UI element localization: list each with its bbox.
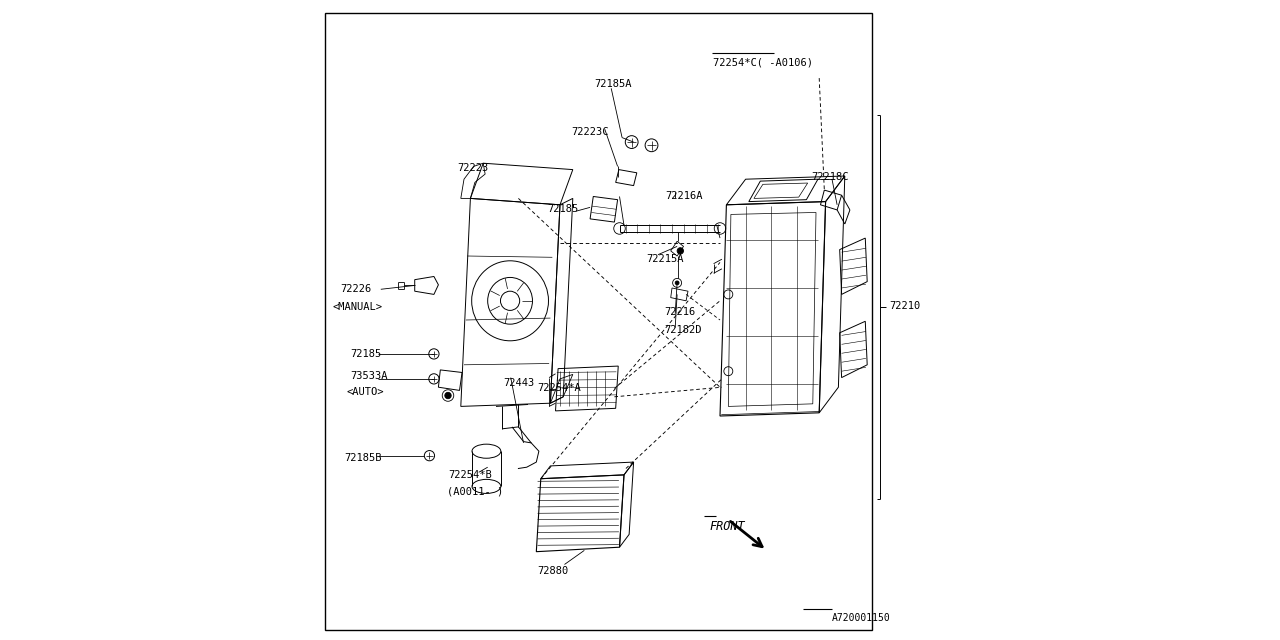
Text: 72215A: 72215A [646,254,684,264]
Text: 72254*A: 72254*A [538,383,581,394]
Text: 72443: 72443 [503,378,534,388]
Circle shape [677,248,684,254]
Text: FRONT: FRONT [709,520,745,532]
Circle shape [676,281,678,285]
Text: 72185B: 72185B [344,452,381,463]
Circle shape [445,392,452,399]
Text: <MANUAL>: <MANUAL> [333,301,383,312]
Text: <AUTO>: <AUTO> [347,387,384,397]
Text: 72226: 72226 [340,284,371,294]
Text: (A0011- ): (A0011- ) [447,486,503,497]
Text: A720001150: A720001150 [832,612,891,623]
Text: 72185A: 72185A [594,79,631,90]
Text: 72254*B: 72254*B [448,470,492,480]
Text: 72880: 72880 [538,566,568,576]
Text: 72185: 72185 [351,349,381,359]
Text: 72223C: 72223C [571,127,609,138]
Text: 72216: 72216 [664,307,695,317]
Text: 73533A: 73533A [351,371,388,381]
Text: 72210: 72210 [890,301,920,311]
Bar [325,13,873,630]
Text: 72182D: 72182D [664,324,701,335]
Text: 72216A: 72216A [666,191,703,201]
Text: 72218C: 72218C [812,172,849,182]
Circle shape [500,291,520,310]
Text: 72223: 72223 [458,163,489,173]
Text: 72254*C( -A0106): 72254*C( -A0106) [713,57,813,67]
Text: 72185: 72185 [548,204,579,214]
